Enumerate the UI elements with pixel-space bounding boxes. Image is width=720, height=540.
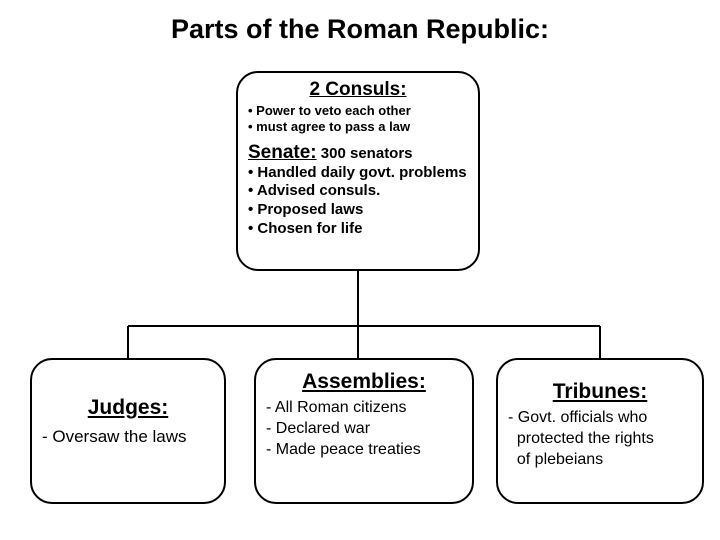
senate-heading: Senate: xyxy=(248,142,317,163)
bullet-item: • must agree to pass a law xyxy=(248,119,468,135)
dash-item: protected the rights xyxy=(508,429,692,450)
dash-item: - Oversaw the laws xyxy=(42,426,214,448)
dash-item: - Declared war xyxy=(266,419,462,440)
dash-item: - Govt. officials who xyxy=(508,408,692,429)
dash-item: - Made peace treaties xyxy=(266,440,462,461)
senate-detail: 300 senators xyxy=(317,145,413,162)
consuls-bullets: • Power to veto each other• must agree t… xyxy=(248,103,468,136)
top-box-consuls-senate: 2 Consuls: • Power to veto each other• m… xyxy=(236,71,480,271)
tribunes-heading: Tribunes: xyxy=(553,380,648,403)
page-title: Parts of the Roman Republic: xyxy=(0,14,720,45)
judges-heading: Judges: xyxy=(88,396,169,419)
assemblies-items: - All Roman citizens- Declared war- Made… xyxy=(266,398,462,460)
consuls-heading: 2 Consuls: xyxy=(309,79,406,100)
judges-items: - Oversaw the laws xyxy=(42,426,214,448)
dash-item: - All Roman citizens xyxy=(266,398,462,419)
tribunes-box: Tribunes: - Govt. officials who protecte… xyxy=(496,358,704,504)
assemblies-box: Assemblies: - All Roman citizens- Declar… xyxy=(254,358,474,504)
tribunes-items: - Govt. officials who protected the righ… xyxy=(508,408,692,470)
judges-box: Judges: - Oversaw the laws xyxy=(30,358,226,504)
bullet-item: • Chosen for life xyxy=(248,220,468,239)
bullet-item: • Power to veto each other xyxy=(248,103,468,119)
bullet-item: • Handled daily govt. problems xyxy=(248,164,468,183)
assemblies-heading: Assemblies: xyxy=(302,370,426,393)
bullet-item: • Proposed laws xyxy=(248,201,468,220)
bullet-item: • Advised consuls. xyxy=(248,182,468,201)
dash-item: of plebeians xyxy=(508,450,692,471)
senate-bullets: • Handled daily govt. problems• Advised … xyxy=(248,164,468,239)
